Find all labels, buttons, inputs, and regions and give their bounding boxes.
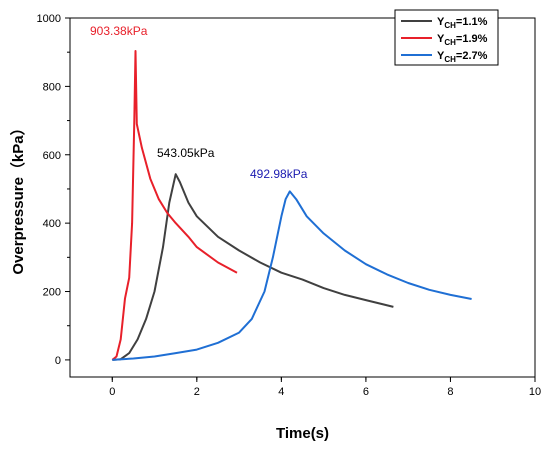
series-lines <box>111 50 472 361</box>
peak-annotations: 903.38kPa 543.05kPa 492.98kPa <box>90 24 308 181</box>
y-tick-label: 800 <box>43 81 61 93</box>
x-tick-label: 6 <box>363 386 369 398</box>
y-axis-title: Overpressure（kPa） <box>9 120 27 274</box>
series-line-0 <box>112 173 394 361</box>
legend-label-0: YCH=1.1% <box>437 16 488 30</box>
y-tick-label: 600 <box>43 150 61 162</box>
x-tick-label: 10 <box>529 386 541 398</box>
legend: YCH=1.1% YCH=1.9% YCH=2.7% <box>394 9 499 66</box>
x-tick-label: 4 <box>278 386 284 398</box>
y-tick-label: 1000 <box>37 13 61 25</box>
y-tick-label: 0 <box>55 355 61 367</box>
series-line-2 <box>112 190 472 361</box>
x-tick-label: 0 <box>109 386 115 398</box>
peak-label-1-1: 543.05kPa <box>157 146 215 160</box>
x-axis-title: Time(s) <box>276 425 329 442</box>
peak-label-1-9: 903.38kPa <box>90 24 148 38</box>
legend-label-1: YCH=1.9% <box>437 33 488 47</box>
axes: 0 2 4 6 8 10 0 200 400 600 800 1000 <box>37 13 542 398</box>
x-tick-label: 8 <box>447 386 453 398</box>
plot-frame <box>69 17 536 378</box>
peak-label-2-7: 492.98kPa <box>250 167 308 181</box>
x-tick-label: 2 <box>194 386 200 398</box>
y-tick-label: 200 <box>43 287 61 299</box>
series-line-1 <box>111 50 238 361</box>
y-tick-label: 400 <box>43 218 61 230</box>
legend-label-2: YCH=2.7% <box>437 50 488 64</box>
